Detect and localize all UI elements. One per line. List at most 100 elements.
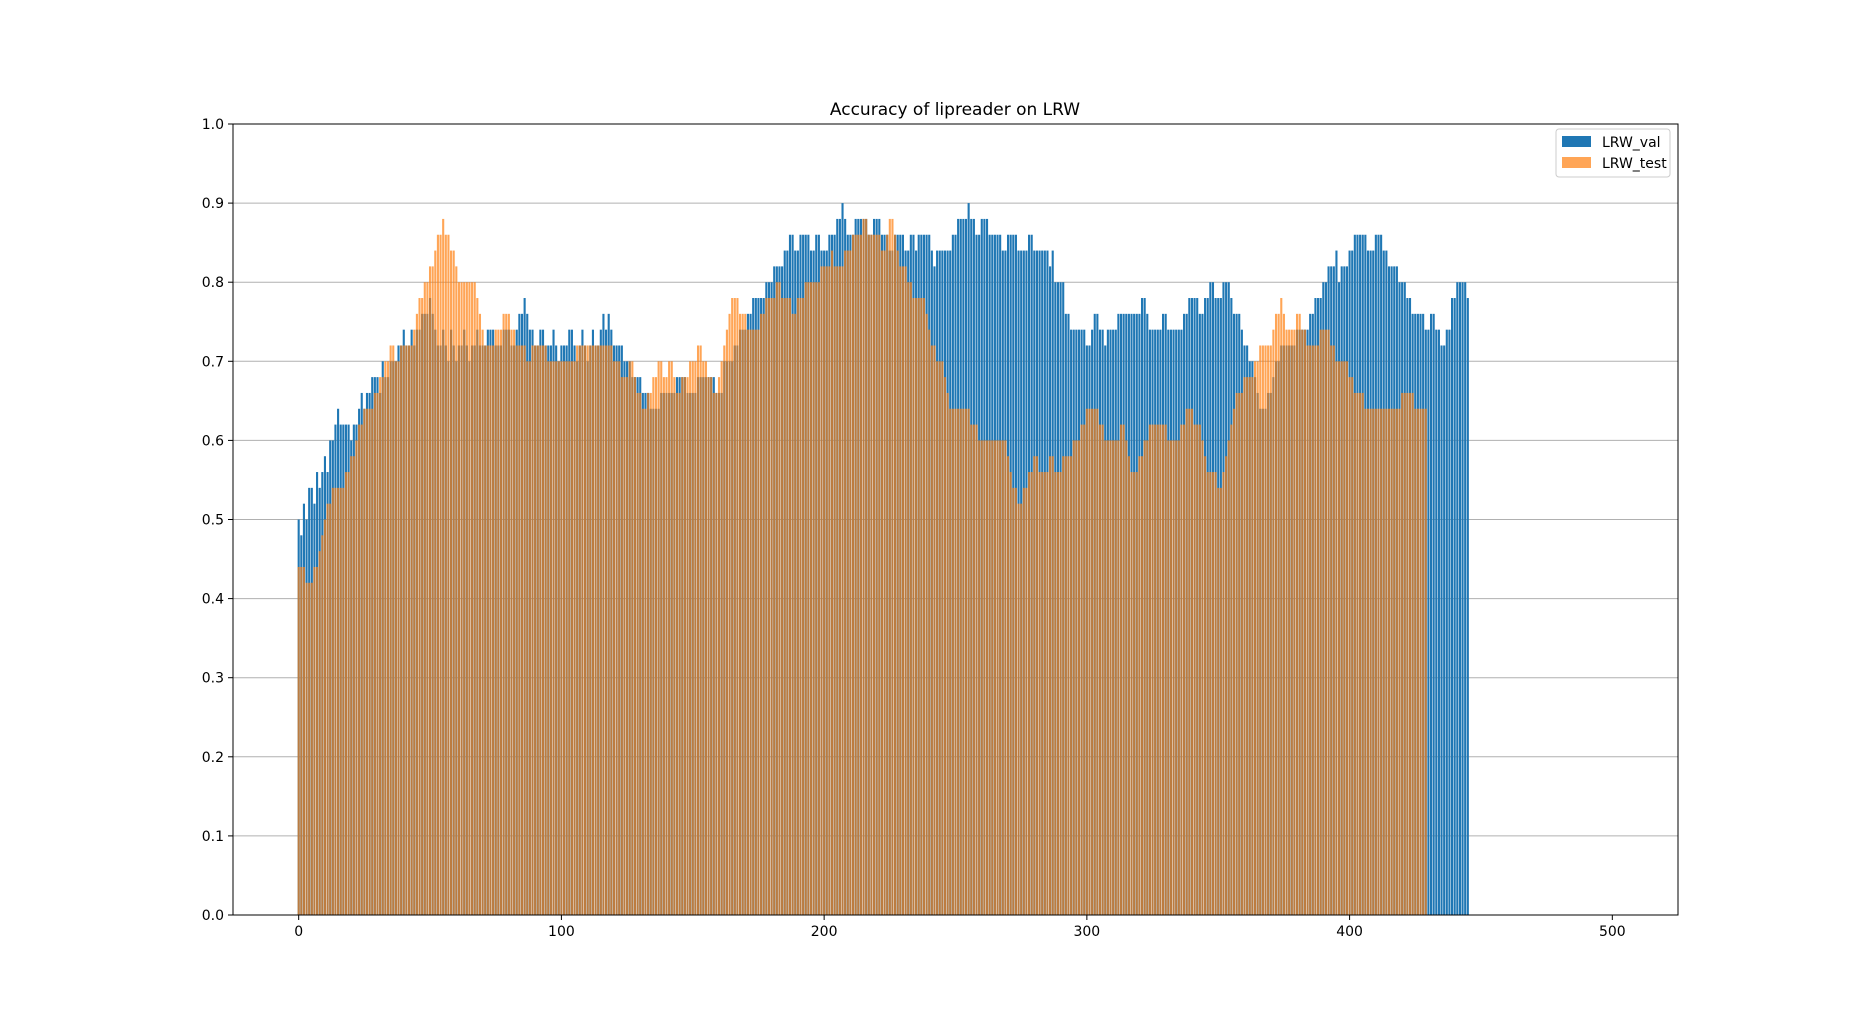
bar-lrw-test-359 [1240,392,1243,915]
bar-lrw-test-234 [912,298,915,915]
bar-lrw-test-337 [1183,424,1186,915]
bar-lrw-test-290 [1059,472,1062,915]
bar-lrw-test-92 [539,345,542,916]
bar-lrw-test-194 [807,282,810,915]
bar-lrw-test-308 [1106,440,1109,915]
bar-lrw-test-347 [1209,472,1212,915]
bar-lrw-test-178 [765,298,768,915]
bar-lrw-test-172 [749,329,752,915]
bar-lrw-test-245 [941,361,944,915]
bar-lrw-test-197 [815,282,818,915]
bar-lrw-test-330 [1164,424,1167,915]
bar-lrw-val-436 [1443,345,1446,916]
bar-lrw-test-168 [739,313,742,916]
bar-lrw-test-397 [1340,361,1343,915]
bar-lrw-test-222 [880,250,883,915]
bar-lrw-test-404 [1359,392,1362,915]
bar-lrw-test-384 [1306,345,1309,916]
bar-lrw-test-363 [1251,377,1254,915]
bar-lrw-test-11 [326,503,329,915]
bar-lrw-test-427 [1419,408,1422,915]
bar-lrw-test-50 [428,266,432,915]
bar-lrw-test-374 [1280,298,1283,915]
bar-lrw-val-438 [1448,329,1451,915]
bar-lrw-test-382 [1301,329,1304,915]
x-tick-label-1: 100 [548,924,575,940]
bar-lrw-test-254 [964,408,968,915]
bar-lrw-test-246 [943,377,947,915]
y-tick-label-0: 0.0 [202,908,224,924]
bar-lrw-val-444 [1464,282,1467,915]
bar-lrw-test-278 [1028,472,1031,915]
bar-lrw-test-127 [631,361,634,915]
bar-lrw-test-315 [1125,440,1128,915]
bar-lrw-test-348 [1211,472,1215,915]
bar-lrw-test-145 [678,392,681,915]
bar-lrw-test-369 [1267,345,1270,916]
bar-lrw-test-1 [300,566,303,915]
bar-lrw-test-99 [557,361,560,915]
bar-lrw-test-256 [970,424,973,915]
bar-lrw-test-35 [389,345,392,916]
bar-lrw-test-61 [457,282,460,915]
bar-lrw-test-169 [741,313,744,916]
bar-lrw-test-161 [720,361,723,915]
bar-lrw-test-391 [1324,329,1327,915]
bar-lrw-test-324 [1148,424,1151,915]
bar-lrw-test-25 [363,408,366,915]
bar-lrw-test-67 [473,282,476,915]
bar-lrw-test-76 [497,329,500,915]
bar-lrw-test-333 [1172,440,1175,915]
bar-lrw-test-267 [999,440,1002,915]
bar-lrw-test-157 [710,377,713,915]
bar-lrw-test-282 [1038,472,1041,915]
bar-lrw-test-204 [833,266,836,915]
bar-lrw-test-82 [513,329,516,915]
bar-lrw-test-105 [573,361,576,915]
bar-lrw-test-284 [1043,472,1046,915]
bar-lrw-test-135 [652,377,655,915]
bar-lrw-test-419 [1398,408,1401,915]
bar-lrw-test-295 [1072,440,1075,915]
bar-lrw-test-291 [1062,456,1065,915]
bar-lrw-test-196 [812,282,815,915]
bar-lrw-test-64 [465,282,468,915]
y-axis: 0.0 0.1 0.2 0.3 0.4 0.5 0.6 0.7 0.8 0.9 1.0 [202,117,233,924]
bar-lrw-test-38 [397,361,400,915]
bar-lrw-test-377 [1288,329,1291,915]
bar-lrw-test-195 [809,282,813,915]
bar-lrw-test-238 [922,298,926,915]
bar-lrw-test-425 [1414,408,1417,915]
bar-lrw-test-123 [620,377,623,915]
bar-lrw-test-394 [1332,345,1335,916]
bar-lrw-test-252 [959,408,962,915]
bar-lrw-test-37 [394,361,397,915]
bar-lrw-test-19 [347,472,350,915]
bar-lrw-test-177 [762,313,765,916]
bar-lrw-test-206 [838,266,841,915]
bar-lrw-test-143 [673,377,676,915]
bar-lrw-test-340 [1190,408,1193,915]
bar-lrw-test-185 [783,298,786,915]
bar-lrw-test-88 [528,361,531,915]
bar-lrw-test-175 [757,329,760,915]
y-tick-label-8: 0.8 [202,275,224,291]
bar-lrw-test-81 [510,329,513,915]
bar-lrw-test-371 [1272,329,1275,915]
bar-lrw-test-4 [308,582,311,915]
bar-lrw-test-341 [1193,424,1196,915]
bar-lrw-test-23 [358,424,361,915]
bar-lrw-test-269 [1004,440,1007,915]
bar-lrw-test-260 [980,440,983,915]
bar-lrw-test-33 [384,361,387,915]
bar-lrw-test-15 [337,487,340,915]
bar-lrw-test-349 [1214,472,1217,915]
bar-lrw-test-314 [1122,424,1125,915]
bar-lrw-test-211 [851,234,855,916]
x-tick-label-3: 300 [1073,924,1100,940]
bar-lrw-test-39 [400,345,403,916]
bar-lrw-test-22 [355,440,358,915]
bar-lrw-test-165 [731,298,734,915]
bar-lrw-test-110 [586,345,589,916]
